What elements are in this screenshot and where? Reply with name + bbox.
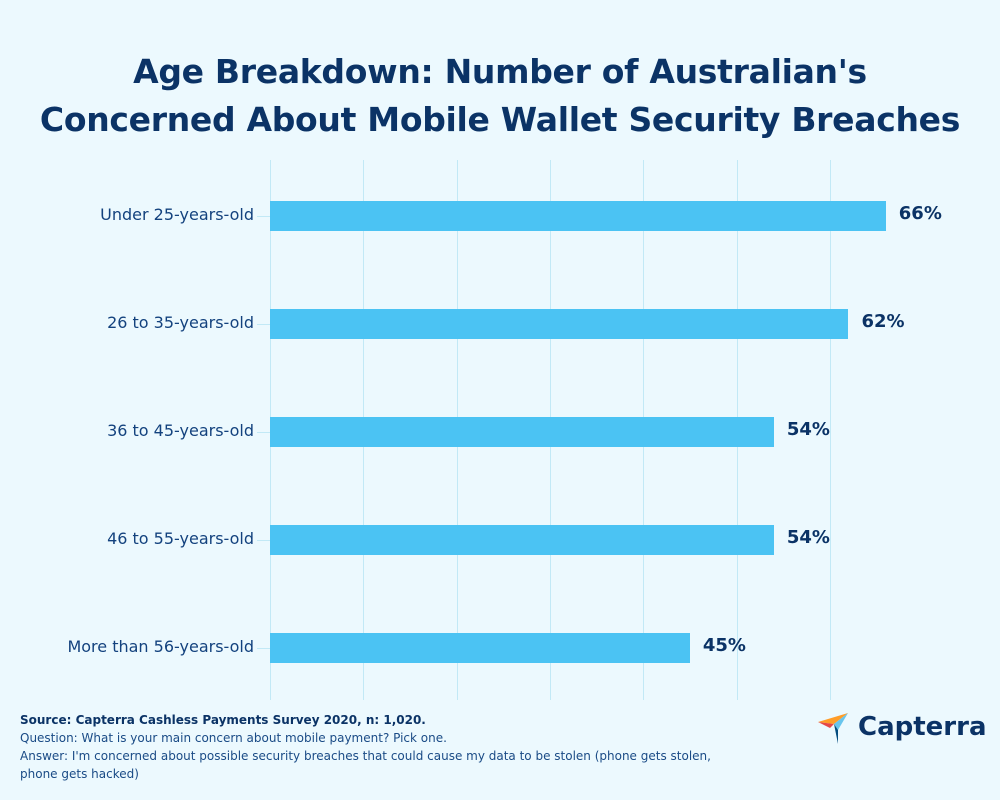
bar: [270, 201, 886, 231]
axis-tick: [257, 540, 270, 541]
capterra-logo-text: Capterra: [858, 712, 987, 742]
bar: [270, 633, 690, 663]
chart-title: Age Breakdown: Number of Australian's Co…: [0, 48, 1000, 144]
bar: [270, 417, 774, 447]
gridline: [829, 160, 831, 700]
answer-note: Answer: I'm concerned about possible sec…: [20, 749, 711, 781]
capterra-arrow-icon: [818, 713, 848, 744]
bar: [270, 525, 774, 555]
axis-tick: [257, 216, 270, 217]
chart-title-line2: Concerned About Mobile Wallet Security B…: [39, 100, 961, 139]
category-label: More than 56-years-old: [67, 637, 254, 656]
value-label: 45%: [702, 635, 746, 656]
value-label: 62%: [861, 311, 905, 332]
category-label: 26 to 35-years-old: [107, 313, 254, 332]
footer-notes: Source: Capterra Cashless Payments Surve…: [20, 711, 740, 783]
question-note: Question: What is your main concern abou…: [20, 731, 447, 745]
axis-tick: [257, 324, 270, 325]
category-label: Under 25-years-old: [100, 205, 254, 224]
value-label: 54%: [786, 419, 830, 440]
category-label: 46 to 55-years-old: [107, 529, 254, 548]
capterra-logo: Capterra: [818, 710, 987, 744]
value-label: 66%: [898, 203, 942, 224]
axis-tick: [257, 432, 270, 433]
axis-tick: [257, 648, 270, 649]
category-label: 36 to 45-years-old: [107, 421, 254, 440]
chart-title-line1: Age Breakdown: Number of Australian's: [133, 52, 867, 91]
bar: [270, 309, 849, 339]
source-note: Source: Capterra Cashless Payments Surve…: [20, 713, 426, 727]
value-label: 54%: [786, 527, 830, 548]
